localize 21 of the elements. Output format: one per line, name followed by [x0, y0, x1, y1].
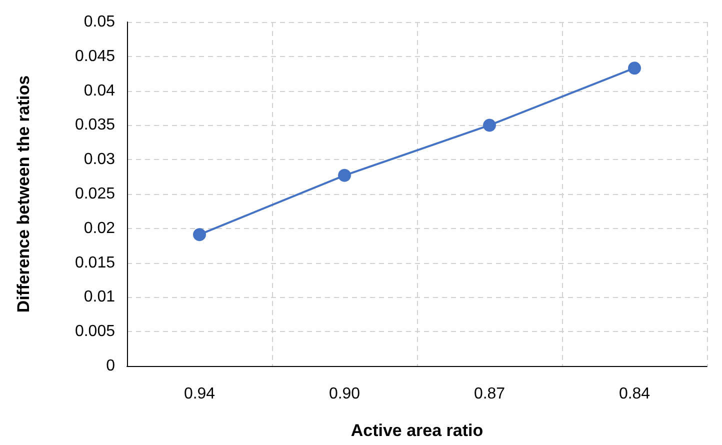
y-tick-label: 0.025 — [74, 186, 116, 202]
y-tick-label: 0.015 — [74, 254, 116, 272]
x-tick-label: 0.90 — [328, 386, 360, 402]
y-tick-label: 0.005 — [74, 323, 116, 340]
y-tick-label: 0.03 — [84, 151, 116, 168]
point — [338, 168, 351, 182]
y-tick-label: 0.04 — [84, 82, 116, 100]
y-tick-label: 0.05 — [84, 14, 116, 30]
point — [193, 228, 206, 242]
y-tick-label: 0.045 — [74, 48, 116, 65]
point — [483, 118, 496, 132]
y-axis-title: Difference between the ratios — [14, 75, 33, 313]
point — [628, 62, 641, 75]
y-tick-label: 0 — [106, 358, 116, 374]
x-tick-label: 0.84 — [618, 386, 650, 402]
x-axis-title: Active area ratio — [350, 421, 484, 440]
y-tick-label: 0.02 — [84, 220, 116, 237]
x-tick-label: 0.94 — [184, 386, 216, 402]
x-tick-label: 0.87 — [474, 386, 506, 402]
y-tick-label: 0.035 — [74, 116, 116, 134]
y-tick-label: 0.01 — [84, 288, 116, 306]
